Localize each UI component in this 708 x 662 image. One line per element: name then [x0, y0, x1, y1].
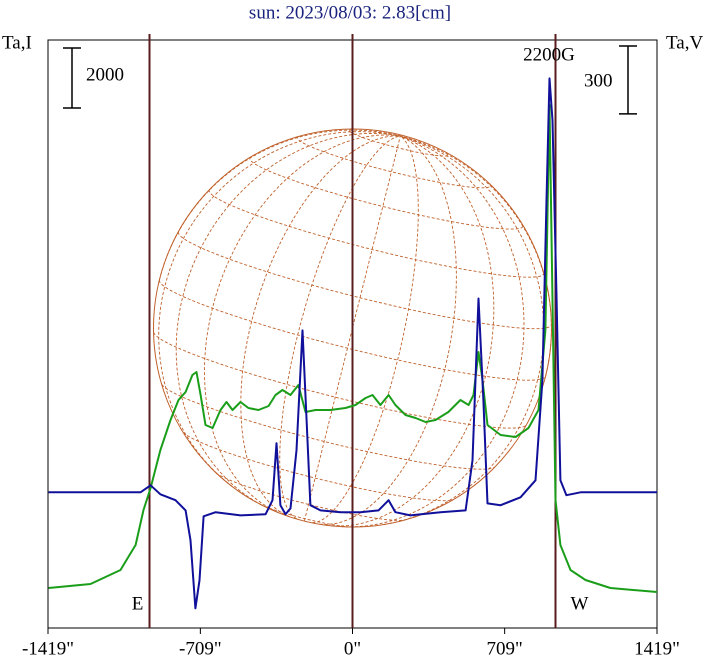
grid-curve: [249, 156, 524, 230]
grid-curve: [215, 472, 406, 521]
east-label: E: [132, 593, 144, 614]
grid-curve: [319, 135, 457, 525]
grid-curve: [240, 135, 401, 518]
grid-curve: [348, 128, 450, 157]
x-tick-label: 1419": [634, 638, 680, 659]
solar-globe: [153, 128, 552, 528]
grid-curve: [204, 134, 401, 516]
i-scale-bar-label: 2000: [86, 64, 124, 85]
y-axis-label: Ta,I: [2, 32, 32, 53]
grid-curve: [161, 384, 495, 470]
grid-curve: [303, 135, 401, 521]
data-line: [48, 104, 658, 593]
chart-title: sun: 2023/08/03: 2.83[cm]: [249, 2, 451, 23]
grid-curve: [158, 279, 547, 381]
grid-curve: [158, 131, 401, 487]
grid-curve: [177, 231, 552, 330]
grid-curve: [384, 135, 545, 525]
data-line: [48, 77, 657, 610]
grid-curve: [175, 132, 401, 510]
west-label: W: [571, 593, 589, 614]
grid-curve: [312, 135, 419, 524]
v-scale-bar-label: 300: [584, 70, 613, 91]
x-tick-label: 0": [344, 638, 361, 659]
grid-curve: [182, 432, 454, 502]
y2-axis-label: Ta,V: [666, 32, 703, 53]
x-tick-label: -1419": [22, 638, 74, 659]
grid-curve: [296, 135, 491, 189]
grid-curve: [259, 503, 352, 528]
grid-curve: [339, 135, 525, 528]
grid-curve: [279, 135, 401, 520]
grid-curve: [208, 189, 545, 278]
annotation: 2200G: [523, 44, 575, 65]
x-tick-label: 709": [487, 638, 523, 659]
grid-curve: [325, 135, 495, 527]
grid-curve: [153, 332, 527, 429]
x-tick-label: -709": [179, 638, 222, 659]
